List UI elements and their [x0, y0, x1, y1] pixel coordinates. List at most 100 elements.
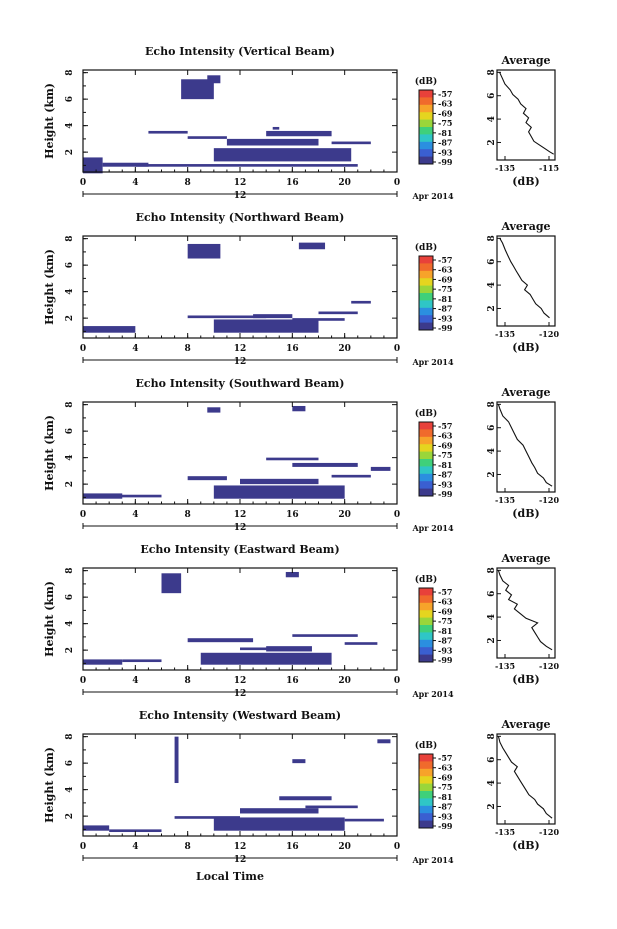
colorbar-segment: [419, 270, 433, 279]
average-frame: [496, 235, 556, 327]
colorbar-label: -99: [438, 323, 453, 333]
y-tick-label: 2: [65, 481, 75, 487]
colorbar-segment: [419, 119, 433, 128]
y-tick-label: 6: [65, 760, 75, 766]
colorbar-segment: [419, 481, 433, 490]
echo-region: [187, 476, 227, 481]
colorbar-label: -63: [438, 431, 453, 441]
average-y-tick-label: 6: [487, 425, 497, 431]
y-axis-label: Height (km): [43, 581, 56, 657]
colorbar-label: -57: [438, 421, 452, 431]
average-x-label: (dB): [512, 175, 539, 188]
x-tick-label: 16: [286, 178, 299, 188]
average-x-tick-label: -135: [495, 827, 515, 837]
echo-region: [240, 808, 319, 814]
average-profile-line: [497, 404, 553, 487]
echo-region: [161, 573, 182, 594]
colorbar-label: -99: [438, 157, 453, 167]
colorbar-segment: [419, 761, 433, 770]
x-tick-label: 0: [80, 842, 86, 852]
colorbar-label: -69: [438, 440, 453, 450]
echo-region: [292, 634, 358, 637]
average-x-tick-label: -120: [539, 329, 559, 339]
average-title: Average: [500, 552, 550, 565]
colorbar-segment: [419, 647, 433, 656]
colorbar-segment: [419, 813, 433, 822]
average-x-tick-label: -135: [495, 495, 515, 505]
echo-region: [292, 462, 358, 467]
x-tick-label: 16: [286, 344, 299, 354]
colorbar-segment: [419, 285, 433, 294]
echo-region: [213, 817, 345, 831]
echo-region: [344, 818, 384, 822]
colorbar-segment: [419, 112, 433, 121]
colorbar-frame: [418, 89, 434, 165]
colorbar-segment: [419, 156, 433, 165]
colorbar-label: -57: [438, 753, 452, 763]
colorbar-label: -99: [438, 655, 453, 665]
date-axis-label: 12: [234, 855, 247, 865]
echo-region: [135, 164, 358, 167]
echo-region: [292, 759, 306, 764]
colorbar-label: -63: [438, 763, 453, 773]
x-tick-label: 16: [286, 510, 299, 520]
echo-region: [253, 314, 293, 319]
average-frame: [496, 401, 556, 493]
x-tick-label: 4: [132, 178, 138, 188]
x-tick-label: 0: [80, 344, 86, 354]
date-axis-label: 12: [234, 523, 247, 533]
colorbar-segment: [419, 473, 433, 482]
colorbar-unit: (dB): [415, 408, 437, 419]
average-x-tick-label: -120: [539, 827, 559, 837]
echo-region: [272, 126, 280, 130]
echo-region: [285, 571, 299, 578]
average-y-tick-label: 8: [487, 567, 497, 573]
average-y-tick-label: 4: [487, 282, 497, 288]
colorbar-segment: [419, 444, 433, 453]
x-tick-label: 0: [80, 178, 86, 188]
x-tick-label: 4: [132, 344, 138, 354]
average-profile-line: [499, 72, 554, 155]
average-title: Average: [500, 220, 550, 233]
echo-region: [181, 79, 214, 100]
echo-region: [83, 157, 103, 174]
echo-region: [187, 638, 254, 643]
average-y-tick-label: 6: [487, 591, 497, 597]
colorbar-segment: [419, 256, 433, 264]
colorbar-label: -87: [438, 304, 452, 314]
x-tick-label: 8: [185, 842, 191, 852]
x-tick-label: 4: [132, 842, 138, 852]
colorbar-segment: [419, 783, 433, 792]
colorbar-segment: [419, 488, 433, 497]
echo-region: [213, 148, 352, 162]
average-x-tick-label: -115: [539, 163, 559, 173]
x-tick-label: 16: [286, 676, 299, 686]
colorbar-segment: [419, 754, 433, 762]
colorbar-segment: [419, 459, 433, 467]
echo-region: [174, 816, 240, 819]
colorbar-segment: [419, 307, 433, 316]
y-axis-label: Height (km): [43, 415, 56, 491]
colorbar-segment: [419, 776, 433, 785]
colorbar-label: -69: [438, 108, 453, 118]
x-tick-label: 20: [338, 178, 351, 188]
echo-region: [305, 805, 358, 809]
x-tick-label: 0: [80, 676, 86, 686]
echo-region: [240, 478, 319, 485]
colorbar-segment: [419, 820, 433, 829]
colorbar-label: -57: [438, 587, 452, 597]
colorbar-label: -81: [438, 792, 452, 802]
x-tick-label: 12: [234, 842, 247, 852]
colorbar-segment: [419, 104, 433, 113]
colorbar-segment: [419, 429, 433, 438]
colorbar-segment: [419, 768, 433, 777]
colorbar-label: -75: [438, 284, 452, 294]
echo-region: [109, 829, 162, 833]
y-axis-label: Height (km): [43, 249, 56, 325]
x-tick-label: 12: [234, 676, 247, 686]
colorbar-segment: [419, 422, 433, 430]
y-tick-label: 4: [65, 289, 75, 295]
y-tick-label: 8: [65, 70, 75, 76]
colorbar-segment: [419, 610, 433, 619]
x-tick-label: 16: [286, 842, 299, 852]
